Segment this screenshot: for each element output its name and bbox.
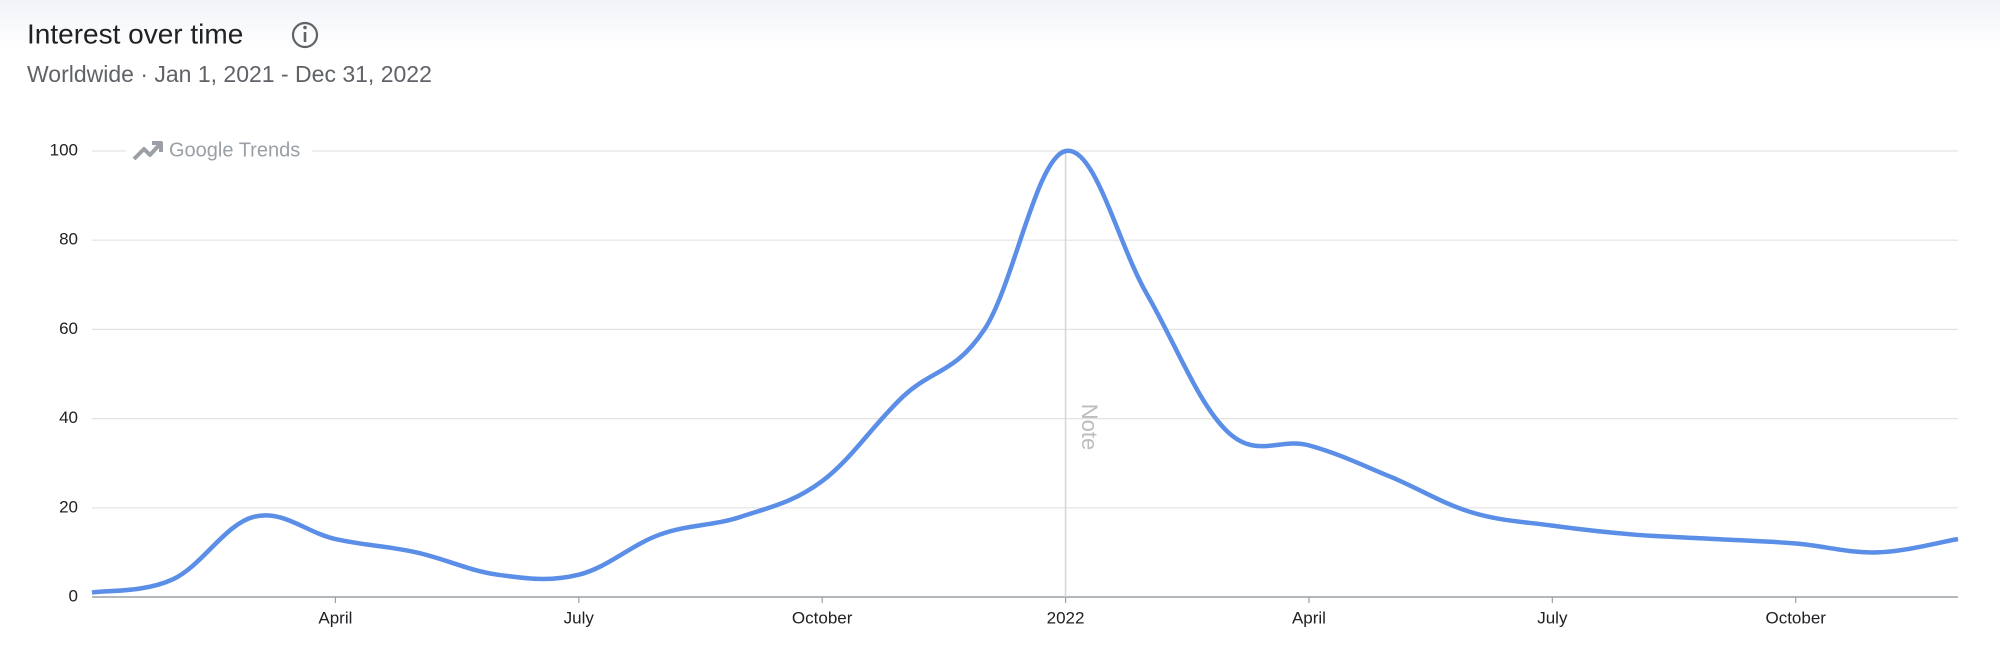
x-tick-label: July bbox=[564, 608, 595, 627]
trends-logo bbox=[132, 141, 163, 161]
x-tick-label: October bbox=[792, 608, 853, 627]
y-tick-label: 80 bbox=[59, 230, 78, 249]
y-tick-label: 20 bbox=[59, 497, 78, 516]
x-tick-label: October bbox=[1765, 608, 1826, 627]
x-tick-label: July bbox=[1537, 608, 1568, 627]
chart-title: Interest over time bbox=[27, 18, 243, 49]
y-tick-label: 0 bbox=[69, 586, 78, 605]
grid bbox=[92, 150, 1958, 598]
info-icon[interactable] bbox=[291, 21, 319, 49]
x-tick-label: April bbox=[1292, 608, 1326, 627]
chart-subtitle: Worldwide · Jan 1, 2021 - Dec 31, 2022 bbox=[27, 61, 432, 87]
line-series bbox=[91, 148, 1959, 595]
y-tick-label: 60 bbox=[59, 319, 78, 338]
x-tick-label: April bbox=[318, 608, 352, 627]
x-tick-label: 2022 bbox=[1047, 608, 1085, 627]
y-tick-label: 40 bbox=[59, 408, 78, 427]
header-band bbox=[0, 0, 2000, 50]
y-tick-label: 100 bbox=[50, 140, 78, 159]
watermark: Google Trends bbox=[169, 139, 300, 161]
annotation-label: Note bbox=[1077, 404, 1102, 450]
